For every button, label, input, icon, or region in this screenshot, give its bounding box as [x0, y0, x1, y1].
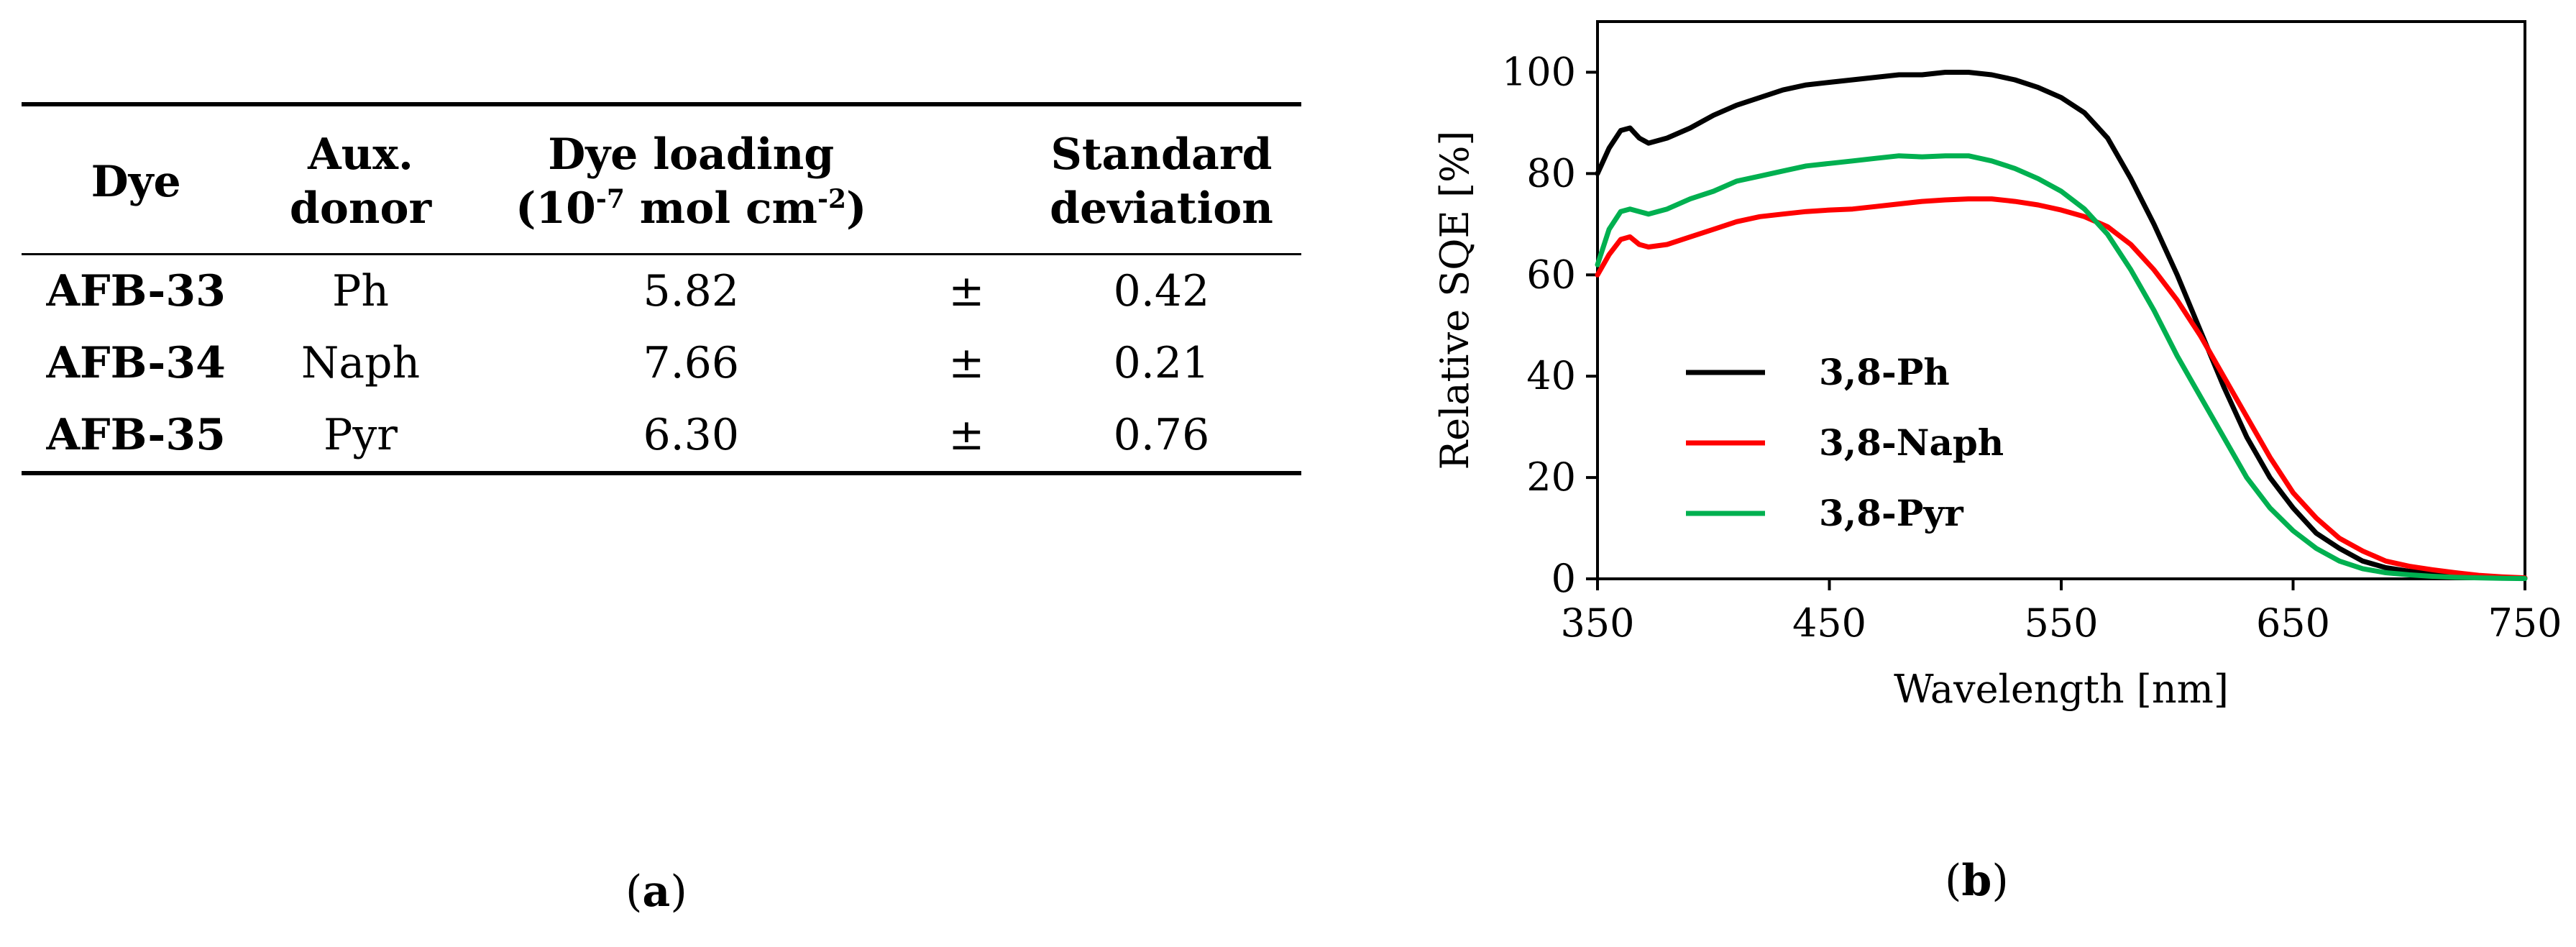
header-aux-donor: Aux. donor	[289, 129, 432, 234]
cell-pm: ±	[948, 409, 985, 460]
table-header-row: Dye Aux. donor Dye loading (10-7 mol cm-…	[22, 104, 1301, 255]
y-axis-label: Relative SQE [%]	[1432, 131, 1477, 470]
table-row: AFB-34 Naph 7.66 ± 0.21	[22, 327, 1301, 399]
x-tick-label: 750	[2488, 600, 2562, 646]
series-layer	[1595, 70, 2528, 582]
header-dye: Dye	[91, 156, 181, 207]
table-row: AFB-35 Pyr 6.30 ± 0.76	[22, 399, 1301, 473]
header-dye-loading: Dye loading (10-7 mol cm-2)	[515, 129, 867, 234]
cell-sd: 0.42	[1113, 265, 1210, 316]
cell-aux: Pyr	[324, 409, 398, 460]
legend-label: 3,8-Pyr	[1819, 492, 1963, 534]
x-tick-label: 550	[2024, 600, 2098, 646]
caption-a: (a)	[625, 866, 687, 917]
series-line-3-8-naph	[1595, 196, 2528, 581]
y-tick-label: 0	[1551, 556, 1576, 601]
x-tick-label: 350	[1560, 600, 1634, 646]
x-axis-label: Wavelength [nm]	[1894, 667, 2229, 712]
cell-aux: Naph	[301, 337, 421, 388]
legend: 3,8-Ph 3,8-Naph 3,8-Pyr	[1686, 351, 2004, 534]
panel-a-table: Dye Aux. donor Dye loading (10-7 mol cm-…	[22, 102, 1301, 917]
cell-loading: 6.30	[643, 409, 740, 460]
series-line-3-8-ph	[1595, 70, 2528, 581]
cell-dye: AFB-33	[46, 265, 226, 316]
y-tick-label: 80	[1526, 150, 1576, 196]
legend-label: 3,8-Ph	[1819, 351, 1950, 393]
cell-aux: Ph	[332, 265, 390, 316]
series-line-3-8-pyr	[1595, 153, 2528, 582]
y-tick-label: 60	[1526, 252, 1576, 297]
cell-sd: 0.76	[1113, 409, 1210, 460]
cell-dye: AFB-35	[46, 409, 226, 460]
cell-loading: 5.82	[643, 265, 740, 316]
legend-label: 3,8-Naph	[1819, 421, 2004, 464]
y-tick-label: 40	[1526, 353, 1576, 398]
y-tick-label: 20	[1526, 454, 1576, 500]
cell-dye: AFB-34	[46, 337, 226, 388]
cell-pm: ±	[948, 337, 985, 388]
x-tick-label: 650	[2256, 600, 2330, 646]
header-standard-deviation: Standard deviation	[1050, 129, 1273, 234]
cell-pm: ±	[948, 265, 985, 316]
y-tick-label: 100	[1502, 49, 1576, 94]
cell-loading: 7.66	[643, 337, 740, 388]
tick-labels: 350 450 550 650 750 0 20 40 60 80 100	[1502, 49, 2562, 646]
caption-b: (b)	[1945, 856, 2009, 906]
table-row: AFB-33 Ph 5.82 ± 0.42	[22, 255, 1301, 328]
dye-loading-table: Dye Aux. donor Dye loading (10-7 mol cm-…	[22, 102, 1301, 475]
cell-sd: 0.21	[1113, 337, 1210, 388]
x-tick-label: 450	[1792, 600, 1866, 646]
